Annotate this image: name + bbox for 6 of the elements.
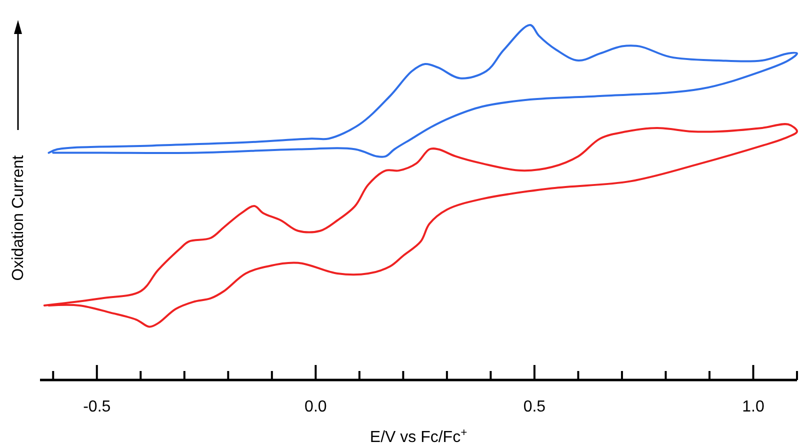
x-tick-label: 0.5 (523, 398, 546, 416)
x-tick-label: -0.5 (83, 398, 111, 416)
y-axis-title: Oxidation Current (10, 154, 27, 281)
x-tick-label: 1.0 (742, 398, 764, 416)
x-axis-title: E/V vs Fc/Fc$^{+}$ (370, 427, 468, 446)
x-tick-label: 0.0 (304, 398, 327, 416)
